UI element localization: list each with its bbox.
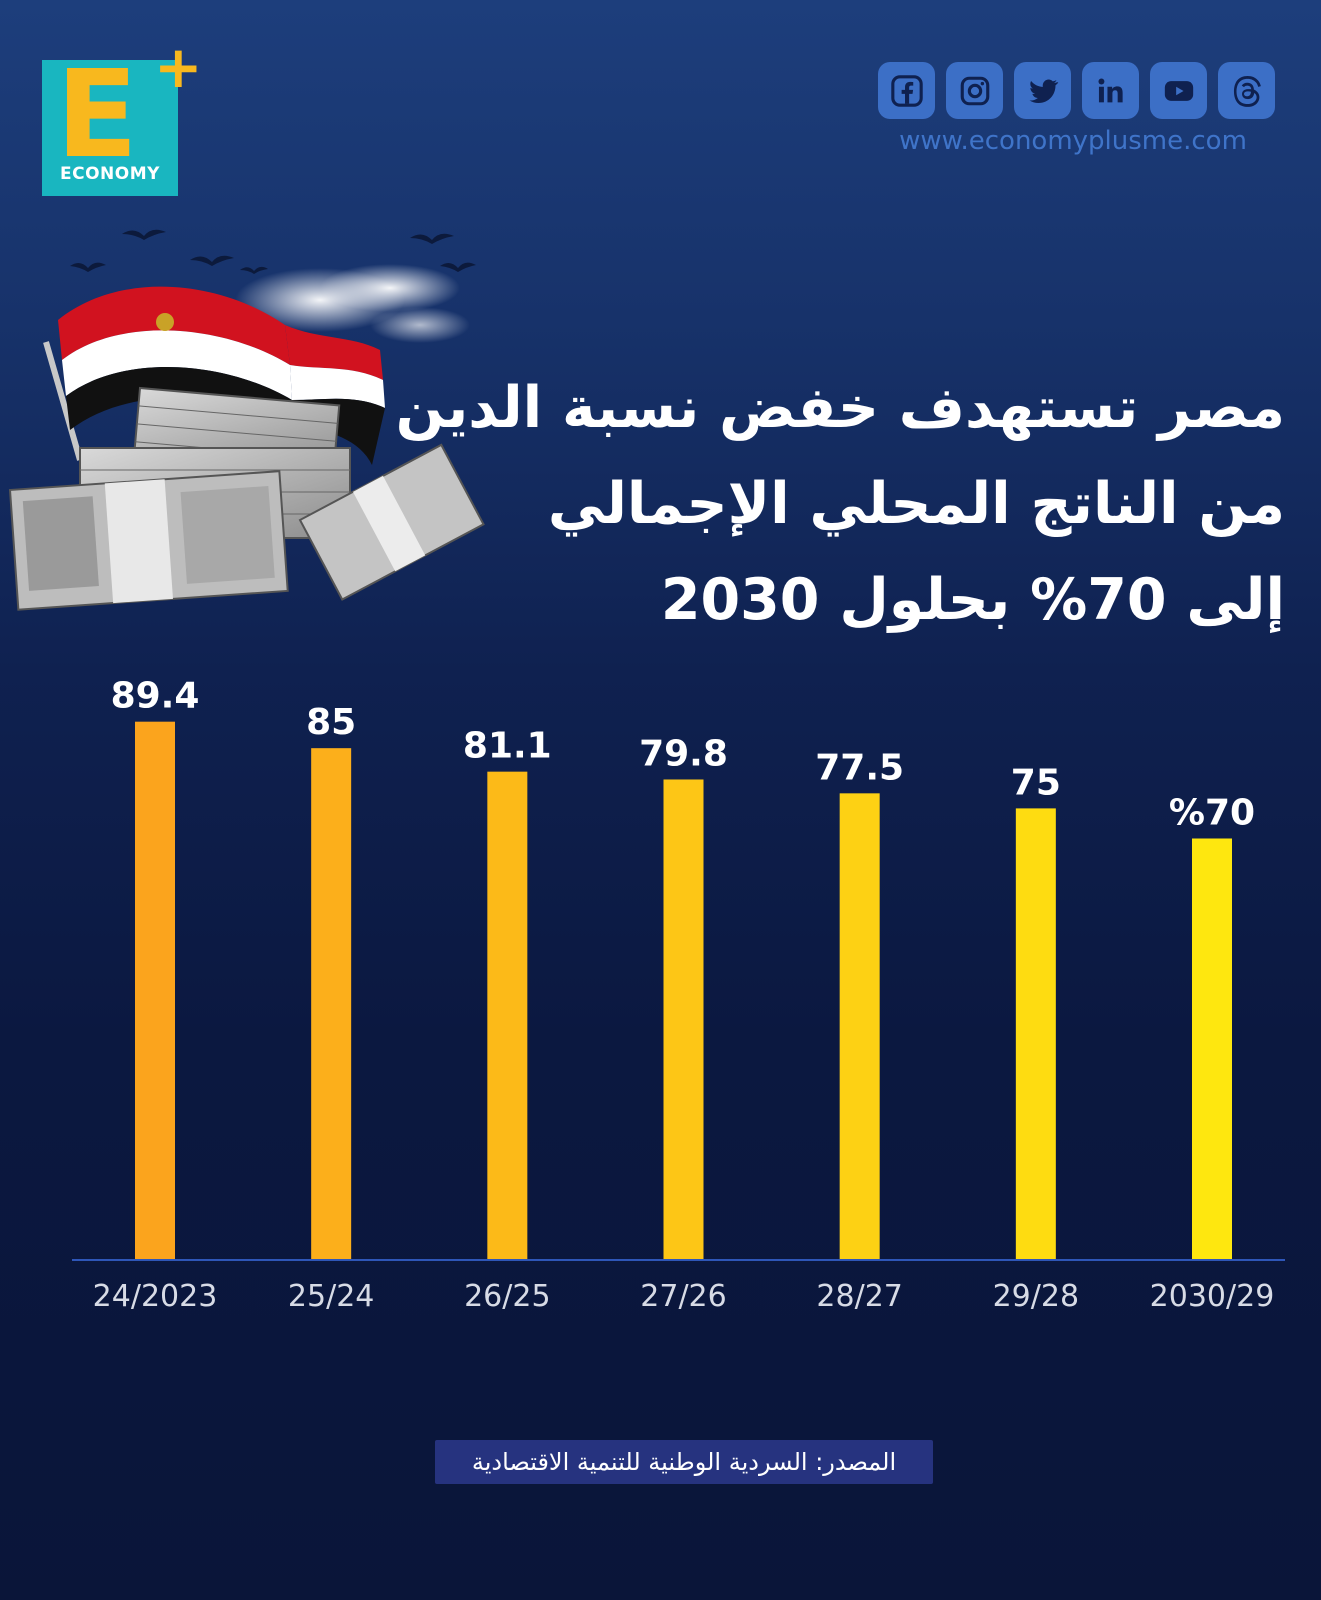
bar-4 — [663, 779, 704, 1260]
headline-line-2: من الناتج المحلي الإجمالي — [547, 471, 1285, 537]
headline-line-3: إلى 70% بحلول 2030 — [660, 567, 1285, 633]
instagram-icon[interactable] — [946, 62, 1003, 119]
birds — [70, 229, 476, 274]
logo-plus: + — [154, 33, 203, 101]
x-tick-label-6: 29/28 — [993, 1279, 1079, 1314]
x-tick-label-2: 25/24 — [288, 1279, 374, 1314]
bar-3 — [487, 771, 528, 1260]
social-links — [878, 62, 1275, 119]
egypt-flag — [58, 286, 385, 465]
facebook-icon[interactable] — [878, 62, 935, 119]
website-url[interactable]: www.economyplusme.com — [899, 126, 1247, 156]
logo-word: ECONOMY — [60, 164, 160, 184]
x-tick-label-7: 2030/29 — [1150, 1279, 1275, 1314]
linkedin-icon[interactable] — [1082, 62, 1139, 119]
money-stacks — [8, 386, 485, 611]
bar-1 — [135, 721, 175, 1260]
data-label-5: 77.5 — [815, 747, 904, 788]
logo-letter: E — [56, 46, 138, 185]
x-tick-label-3: 26/25 — [464, 1279, 550, 1314]
data-label-6: 75 — [1011, 762, 1061, 803]
x-tick-label-1: 24/2023 — [93, 1279, 218, 1314]
logo-square — [42, 60, 178, 196]
threads-icon[interactable] — [1218, 62, 1275, 119]
debt-ratio-bar-chart: 89.4 24/2023 85 25/24 81.1 26/25 79.8 27/26 77.5… — [72, 676, 1285, 1314]
youtube-icon[interactable] — [1150, 62, 1207, 119]
headline-line-1: مصر تستهدف خفض نسبة الدين — [395, 375, 1285, 441]
x-tick-label-5: 28/27 — [816, 1279, 902, 1314]
data-label-2: 85 — [306, 702, 356, 743]
data-label-7: %70 — [1169, 792, 1255, 833]
bar-7 — [1192, 838, 1232, 1260]
x-tick-label-4: 27/26 — [640, 1279, 726, 1314]
source-note: المصدر: السردية الوطنية للتنمية الاقتصاد… — [435, 1440, 933, 1484]
data-label-4: 79.8 — [639, 733, 728, 774]
bar-6 — [1015, 808, 1056, 1260]
brand-logo: E + ECONOMY — [42, 38, 203, 201]
data-label-1: 89.4 — [111, 676, 200, 717]
headline: مصر تستهدف خفض نسبة الدين من الناتج المح… — [395, 360, 1285, 648]
data-label-3: 81.1 — [463, 726, 552, 767]
flag-money-illustration — [8, 229, 485, 611]
bar-5 — [839, 793, 880, 1260]
bar-2 — [311, 748, 352, 1260]
twitter-icon[interactable] — [1014, 62, 1071, 119]
